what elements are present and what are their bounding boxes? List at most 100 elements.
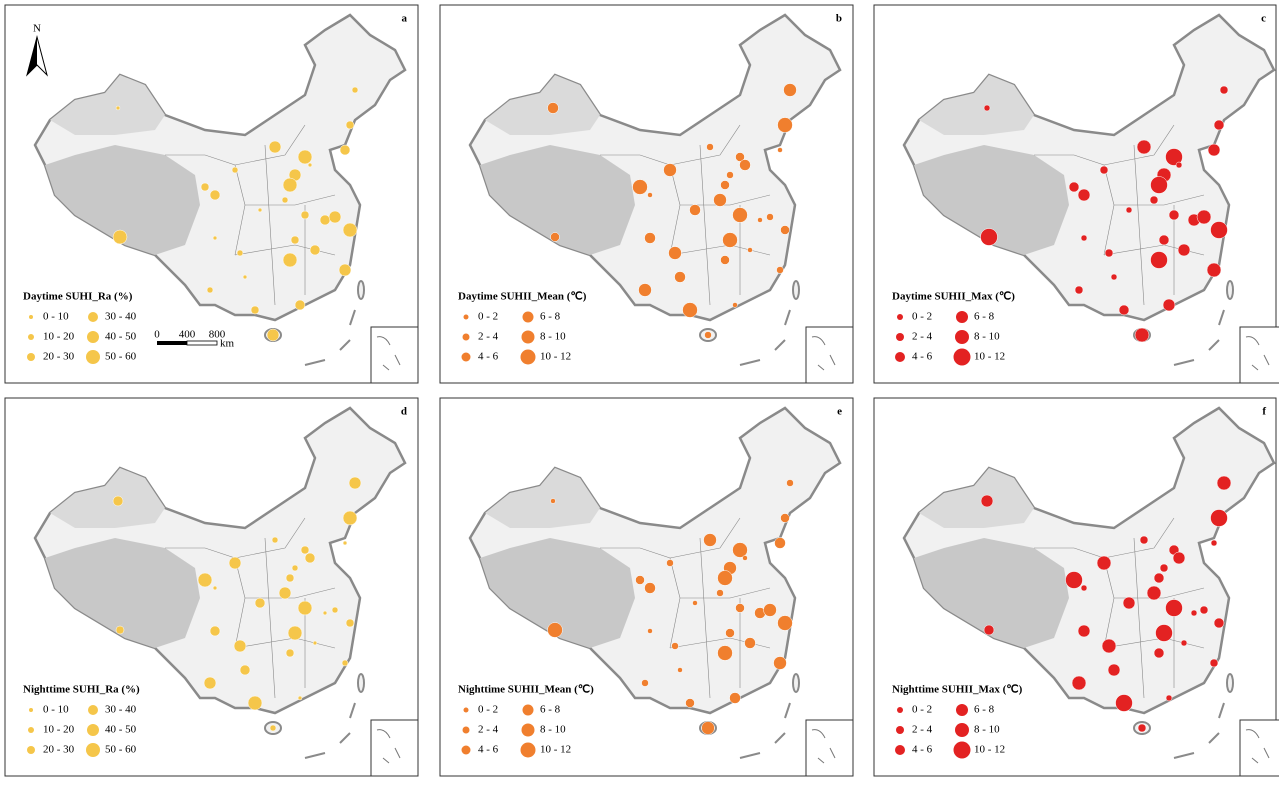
scale-label: 400 [179,329,196,341]
legend-symbol [523,705,534,716]
city-symbol [745,638,756,649]
city-symbol [748,248,753,253]
city-symbol [984,625,994,635]
city-symbol [1210,659,1218,667]
legend-symbol [956,704,968,716]
city-symbol [343,223,357,237]
city-symbol [340,145,350,155]
city-symbol [270,725,276,731]
city-symbol [349,477,361,489]
legend-label: 50 - 60 [105,351,137,363]
legend-symbol [87,331,99,343]
city-symbol [1069,182,1079,192]
city-symbol [548,623,563,638]
city-symbol [664,164,677,177]
city-symbol [1200,606,1208,614]
city-symbol [726,629,735,638]
city-symbol [1105,249,1113,257]
city-symbol [1211,540,1217,546]
city-symbol [298,601,312,615]
city-symbol [313,641,317,645]
city-symbol [301,546,309,554]
city-symbol [648,193,653,198]
legend-symbol [86,743,100,757]
city-symbol [232,167,238,173]
scale-bar-white [187,341,217,345]
city-symbol [1135,328,1149,342]
legend-label: 8 - 10 [974,724,1000,736]
city-symbol [1181,640,1187,646]
scale-label: 0 [154,329,160,341]
city-symbol [1078,625,1090,637]
legend-label: 8 - 10 [540,724,566,736]
city-symbol [648,629,653,634]
legend-symbol [464,708,469,713]
city-symbol [690,205,701,216]
map-panel: fNighttime SUHII_Max (℃)0 - 22 - 44 - 66… [874,398,1279,776]
city-symbol [248,696,262,710]
city-symbol [295,300,305,310]
panel-letter: a [402,13,408,25]
city-symbol [723,233,738,248]
legend-symbol [522,724,535,737]
city-symbol [207,287,213,293]
city-symbol [234,640,246,652]
legend-label: 0 - 10 [43,704,69,716]
city-symbol [1197,210,1211,224]
legend-title: Daytime SUHII_Max (℃) [892,291,1015,303]
city-symbol [229,557,241,569]
city-symbol [1220,86,1228,94]
city-symbol [781,226,790,235]
city-symbol [308,163,312,167]
city-symbol [286,574,294,582]
city-symbol [204,677,216,689]
city-symbol [237,250,243,256]
city-symbol [764,604,777,617]
city-symbol [984,105,990,111]
city-symbol [1176,162,1182,168]
city-symbol [1150,196,1158,204]
legend-symbol [955,330,969,344]
legend-label: 4 - 6 [478,744,499,756]
city-symbol [702,722,715,735]
city-symbol [283,253,297,267]
legend-label: 40 - 50 [105,331,137,343]
scale-unit: km [220,338,235,350]
legend-symbol [462,353,471,362]
city-symbol [346,121,354,129]
city-symbol [721,181,730,190]
city-symbol [767,214,774,221]
legend-symbol [897,707,903,713]
city-symbol [116,626,124,634]
legend-symbol [523,312,534,323]
city-symbol [645,233,656,244]
legend-label: 8 - 10 [540,331,566,343]
legend-symbol [521,743,536,758]
city-symbol [291,236,299,244]
city-symbol [1191,610,1197,616]
city-symbol [736,604,745,613]
city-symbol [636,576,645,585]
panel-letter: e [837,406,842,418]
city-symbol [686,699,695,708]
city-symbol [775,538,786,549]
map-panel: bDaytime SUHII_Mean (℃)0 - 22 - 44 - 66 … [440,5,853,383]
city-symbol [705,332,712,339]
city-symbol [305,553,315,563]
legend-label: 6 - 8 [540,311,561,323]
legend-label: 6 - 8 [540,704,561,716]
map-panel: cDaytime SUHII_Max (℃)0 - 22 - 44 - 66 -… [874,5,1279,383]
city-symbol [258,208,262,212]
city-symbol [740,160,751,171]
legend-title: Nighttime SUHII_Mean (℃) [458,684,594,696]
legend-label: 30 - 40 [105,311,137,323]
legend-label: 10 - 12 [540,744,571,756]
city-symbol [683,303,698,318]
legend-symbol [27,353,35,361]
city-symbol [678,668,683,673]
figure: aDaytime SUHI_Ra (%)0 - 1010 - 2020 - 30… [0,0,1279,781]
city-symbol [787,480,794,487]
city-symbol [279,587,291,599]
legend-label: 4 - 6 [912,744,933,756]
